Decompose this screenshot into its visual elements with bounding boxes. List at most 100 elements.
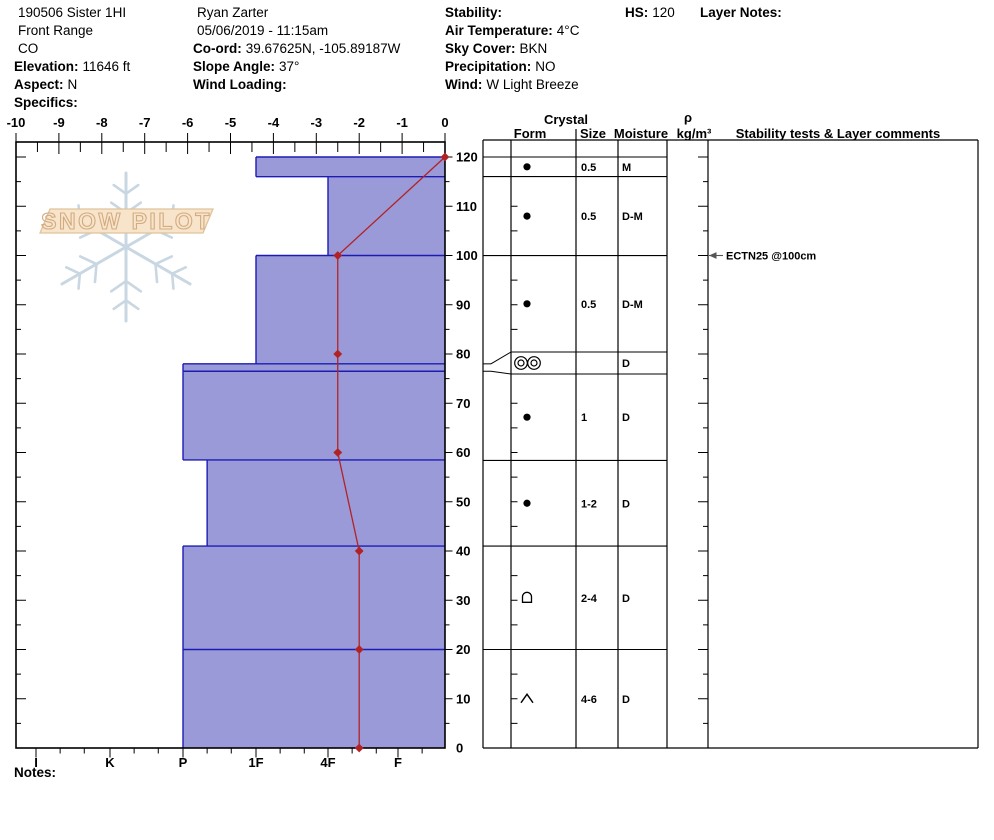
crystal-size-value: 0.5: [581, 211, 596, 223]
elevation-label: Elevation:: [14, 59, 79, 74]
snowflake-twig: [109, 279, 128, 293]
hardness-bar-layer-116: [328, 176, 445, 256]
grain-form-RG-icon: [523, 212, 531, 220]
air-temp-label: Air Temperature:: [445, 23, 553, 38]
grain-form-RG-icon: [523, 300, 531, 308]
depth-axis-label: 50: [456, 494, 470, 509]
snowflake-twig: [154, 262, 159, 284]
snowflake-twig: [124, 298, 140, 311]
elevation-value: 11646 ft: [82, 59, 131, 74]
coord-value: 39.67625N, -105.89187W: [245, 41, 401, 56]
grain-form-RG-icon: [523, 499, 531, 507]
depth-axis-label: 100: [456, 248, 478, 263]
crystal-size-value: 4-6: [581, 694, 597, 706]
crystal-size-value: 0.5: [581, 162, 596, 174]
depth-axis-label: 120: [456, 150, 478, 165]
specifics-label: Specifics:: [14, 95, 78, 110]
coord-label: Co-ord:: [193, 41, 242, 56]
snowflake-icon: [60, 245, 128, 290]
snowflake-twig: [93, 262, 98, 284]
thin-layer-flare: [490, 351, 512, 365]
grain-form-RG-icon: [523, 163, 531, 171]
grain-form-MFcr-icon: [517, 359, 525, 367]
state: CO: [18, 41, 39, 56]
depth-axis-label: 110: [456, 199, 477, 214]
depth-axis-label: 90: [456, 297, 470, 312]
wind-label: Wind:: [445, 77, 483, 92]
aspect-label: Aspect:: [14, 77, 64, 92]
precipitation-label: Precipitation:: [445, 59, 532, 74]
temp-tick-label: -5: [225, 115, 237, 130]
aspect-value: N: [67, 77, 78, 92]
depth-axis-label: 0: [456, 741, 463, 756]
stability-test-label: ECTN25 @100cm: [726, 251, 816, 263]
snowflake-twig: [112, 183, 128, 196]
hardness-bar-layer-58.5: [207, 459, 445, 547]
depth-axis-label: 60: [456, 445, 470, 460]
table-header-size: Size: [580, 126, 606, 141]
snowflake-twig: [124, 279, 143, 293]
temp-tick-label: -3: [311, 115, 323, 130]
hardness-bar-layer-20: [183, 649, 445, 748]
crystal-size-value: 1-2: [581, 498, 597, 510]
hardness-tick-label: F: [394, 755, 402, 770]
grain-form-MFcr-icon: [530, 359, 538, 367]
hardness-tick-label: K: [105, 755, 115, 770]
air-temp-value: 4°C: [556, 23, 580, 38]
temp-tick-label: -8: [96, 115, 108, 130]
snowflake-twig: [170, 272, 175, 290]
stability-test-arrowhead: [709, 252, 717, 259]
depth-axis-label: 40: [456, 544, 470, 559]
moisture-value: M: [622, 162, 631, 174]
hardness-bar-layer-78: [183, 363, 445, 372]
moisture-value: D: [622, 694, 630, 706]
temp-tick-label: -6: [182, 115, 194, 130]
precipitation-value: NO: [535, 59, 556, 74]
hardness-bar-layer-100: [256, 255, 445, 364]
grain-form-RG-icon: [523, 413, 531, 421]
hardness-tick-label: 1F: [248, 755, 263, 770]
snowflake-twig: [77, 272, 82, 290]
depth-axis-label: 30: [456, 593, 470, 608]
temperature-point: [354, 645, 364, 654]
hardness-temperature-chart: -10 -9 -8 -7 -6 -5 -4 -3 -2 -1 0120110100908070605…: [7, 115, 478, 770]
moisture-value: D-M: [622, 299, 643, 311]
temperature-point: [333, 251, 343, 260]
crystal-size-value: 1: [581, 412, 587, 424]
pit-id: 190506 Sister 1HI: [18, 5, 127, 20]
hardness-tick-label: I: [34, 755, 38, 770]
crystal-size-value: 2-4: [581, 593, 598, 605]
thin-layer-flare: [490, 370, 512, 375]
layer-table: 0.5 M 0.5 D-M 0.5 D-M D 1 D 1-2 D 2-4 D 4-6 D ECTN25 @1…: [482, 129, 979, 749]
table-header-density-symbol: ρ: [684, 110, 692, 125]
grain-form-MFcr-icon: [514, 356, 528, 370]
notes-label: Notes:: [14, 765, 57, 780]
grain-form-FCxr-icon: [521, 591, 533, 603]
logo-text: SNOW PILOT: [41, 208, 212, 234]
temperature-point: [333, 349, 343, 359]
wind-value: W Light Breeze: [486, 77, 579, 92]
slope-angle-value: 37°: [279, 59, 300, 74]
header-observer-column: Ryan Zarter 05/06/2019 - 11:15am Co-ord:…: [193, 4, 400, 94]
depth-axis-label: 20: [456, 642, 470, 657]
header-hs: HS: 120: [625, 4, 675, 22]
snowflake-twig: [112, 298, 128, 311]
range: Front Range: [18, 23, 94, 38]
hardness-tick-label: 4F: [320, 755, 335, 770]
hardness-bar-layer-120: [256, 157, 445, 177]
layer-notes-label: Layer Notes:: [700, 5, 782, 20]
hs-label: HS:: [625, 5, 649, 20]
temperature-point: [354, 546, 364, 556]
temp-tick-label: -10: [7, 115, 26, 130]
snowflake-arm: [124, 245, 192, 286]
table-header-density-unit: kg/m³: [677, 126, 712, 141]
temperature-point: [333, 448, 343, 457]
temp-tick-label: -2: [353, 115, 365, 130]
snowflake-icon: [109, 245, 143, 323]
hardness-bar-layer-41: [183, 546, 445, 650]
depth-axis-label: 70: [456, 396, 470, 411]
sky-cover-label: Sky Cover:: [445, 41, 516, 56]
depth-axis-label: 10: [456, 691, 470, 706]
